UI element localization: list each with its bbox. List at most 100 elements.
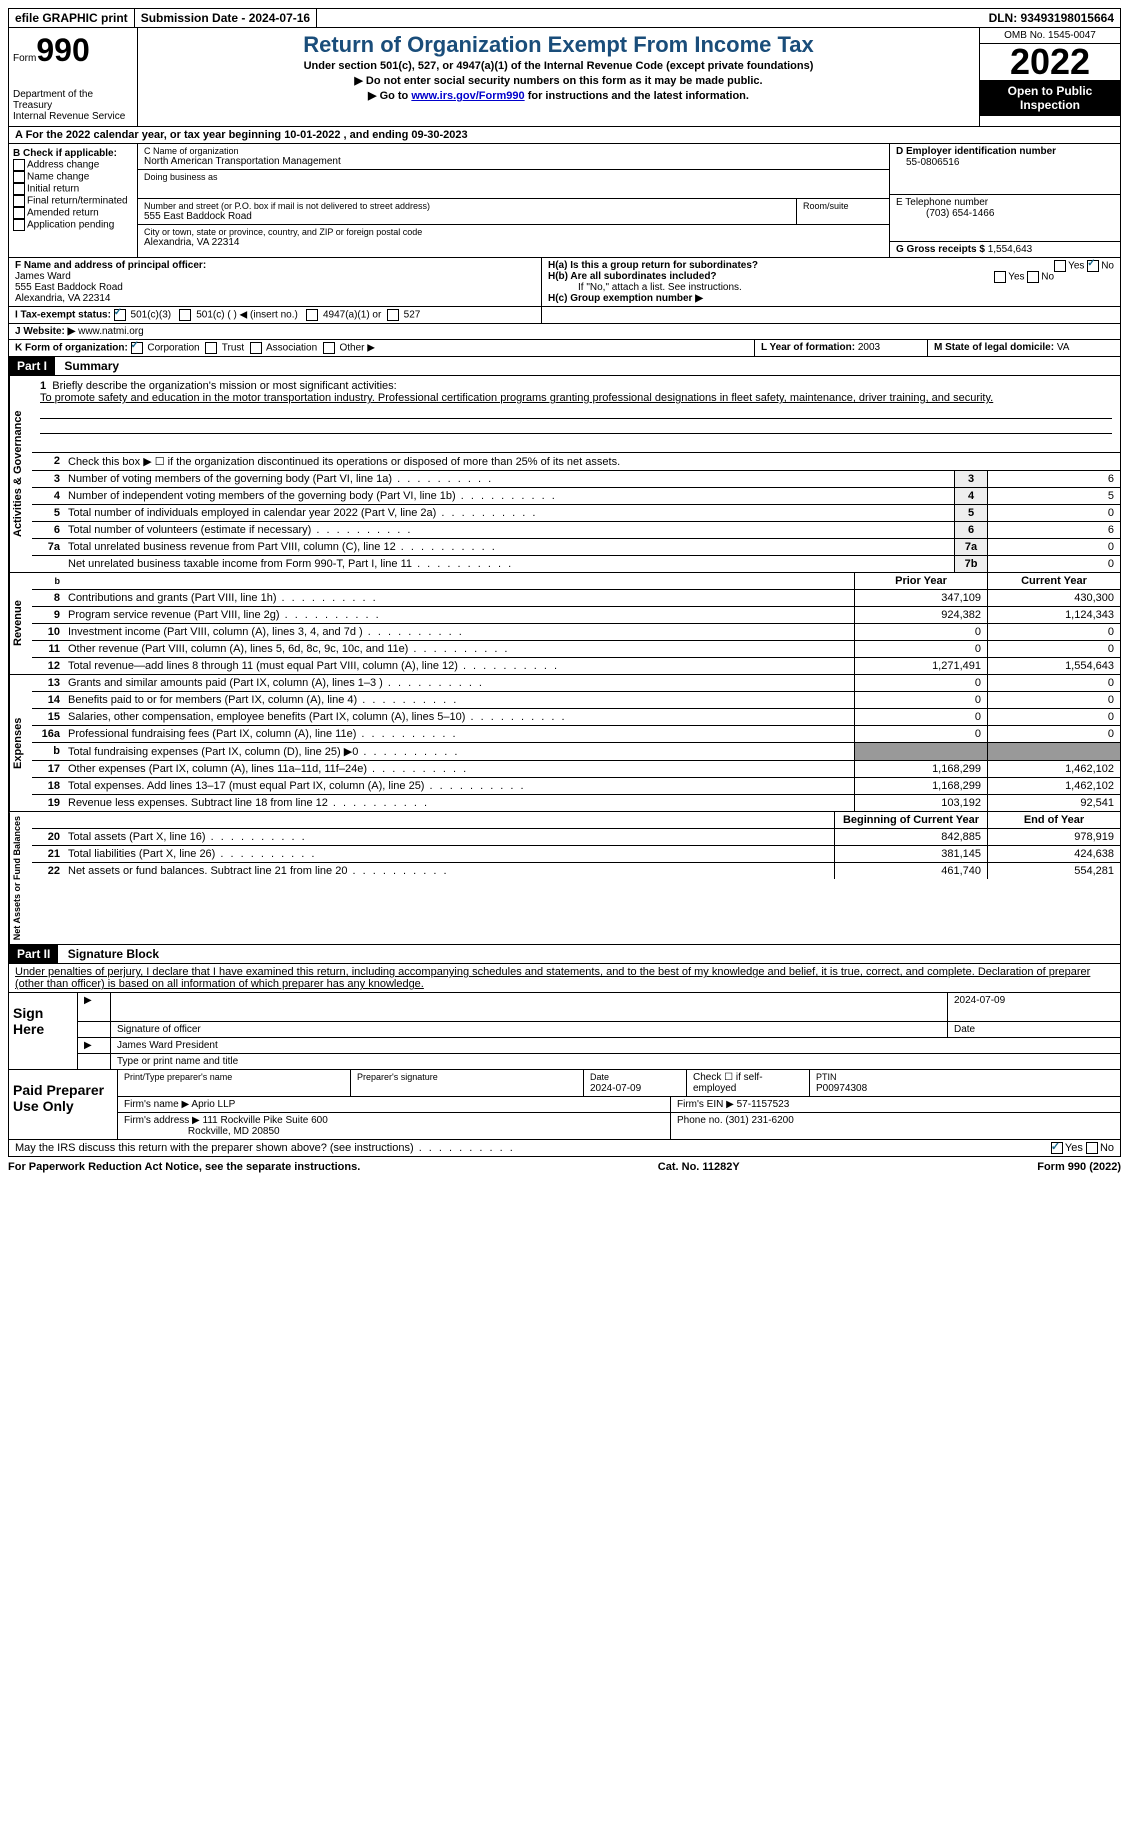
exp-13-prior: 0 [854, 675, 987, 691]
mission-block: 1 Briefly describe the organization's mi… [32, 376, 1120, 453]
line-3-text: Number of voting members of the governin… [64, 471, 954, 487]
hb-note: If "No," attach a list. See instructions… [548, 282, 1114, 293]
rev-10-prior: 0 [854, 624, 987, 640]
org-name: North American Transportation Management [144, 156, 883, 167]
ha-yes-checkbox[interactable] [1054, 260, 1066, 272]
part2-header: Part II Signature Block [8, 945, 1121, 964]
line-6-val: 6 [987, 522, 1120, 538]
addr-change-checkbox[interactable] [13, 159, 25, 171]
exp-b-prior [854, 743, 987, 760]
rev-10-text: Investment income (Part VIII, column (A)… [64, 624, 854, 640]
hb-label: H(b) Are all subordinates included? [548, 271, 717, 282]
net-21-text: Total liabilities (Part X, line 26) [64, 846, 834, 862]
part2-title: Signature Block [62, 945, 165, 963]
declaration-text: Under penalties of perjury, I declare th… [8, 964, 1121, 993]
amended-checkbox[interactable] [13, 207, 25, 219]
final-return-checkbox[interactable] [13, 195, 25, 207]
exp-14-curr: 0 [987, 692, 1120, 708]
sig-officer-label: Signature of officer [111, 1022, 948, 1037]
top-bar: efile GRAPHIC print Submission Date - 20… [8, 8, 1121, 28]
firm-phone: (301) 231-6200 [725, 1115, 793, 1126]
subtitle-1: Under section 501(c), 527, or 4947(a)(1)… [142, 60, 975, 72]
rev-9-curr: 1,124,343 [987, 607, 1120, 623]
part1-label: Part I [9, 357, 55, 375]
pending-checkbox[interactable] [13, 219, 25, 231]
exp-15-prior: 0 [854, 709, 987, 725]
rev-12-text: Total revenue—add lines 8 through 11 (mu… [64, 658, 854, 674]
officer-addr1: 555 East Baddock Road [15, 282, 535, 293]
rev-12-prior: 1,271,491 [854, 658, 987, 674]
phone-label: E Telephone number [896, 197, 1114, 208]
dept-treasury: Department of the Treasury [13, 89, 133, 111]
exp-16a-curr: 0 [987, 726, 1120, 742]
activities-governance-section: Activities & Governance 1 Briefly descri… [8, 376, 1121, 573]
line-6-text: Total number of volunteers (estimate if … [64, 522, 954, 538]
firm-ein: 57-1157523 [737, 1099, 790, 1110]
rev-9-prior: 924,382 [854, 607, 987, 623]
line-7b-val: 0 [987, 556, 1120, 572]
exp-14-text: Benefits paid to or for members (Part IX… [64, 692, 854, 708]
hb-yes-checkbox[interactable] [994, 271, 1006, 283]
other-checkbox[interactable] [323, 342, 335, 354]
gross-value: 1,554,643 [988, 244, 1033, 255]
corp-checkbox[interactable] [131, 342, 143, 354]
527-checkbox[interactable] [387, 309, 399, 321]
line-4-val: 5 [987, 488, 1120, 504]
501c-checkbox[interactable] [179, 309, 191, 321]
ha-no-checkbox[interactable] [1087, 260, 1099, 272]
part1-title: Summary [58, 357, 125, 375]
exp-17-curr: 1,462,102 [987, 761, 1120, 777]
exp-19-curr: 92,541 [987, 795, 1120, 811]
name-change-checkbox[interactable] [13, 171, 25, 183]
ptin-value: P00974308 [816, 1083, 867, 1094]
section-d-col: D Employer identification number 55-0806… [890, 144, 1120, 257]
arrow-icon: ▶ [78, 993, 111, 1021]
line2-text: Check this box ▶ ☐ if the organization d… [64, 453, 1120, 470]
formorg-label: K Form of organization: [15, 343, 128, 354]
submission-date: Submission Date - 2024-07-16 [135, 9, 317, 27]
discuss-no-checkbox[interactable] [1086, 1142, 1098, 1154]
discuss-yes-checkbox[interactable] [1051, 1142, 1063, 1154]
initial-return-checkbox[interactable] [13, 183, 25, 195]
firm-addr1: 111 Rockville Pike Suite 600 [203, 1115, 328, 1126]
net-21-curr: 424,638 [987, 846, 1120, 862]
rev-9-text: Program service revenue (Part VIII, line… [64, 607, 854, 623]
phone-value: (703) 654-1466 [896, 208, 1114, 219]
room-label: Room/suite [797, 199, 889, 224]
dln: DLN: 93493198015664 [983, 9, 1120, 27]
trust-checkbox[interactable] [205, 342, 217, 354]
footer-right: Form 990 (2022) [1037, 1161, 1121, 1173]
501c3-checkbox[interactable] [114, 309, 126, 321]
efile-link[interactable]: efile GRAPHIC print [9, 9, 135, 27]
sign-here-label: Sign Here [9, 993, 78, 1069]
discuss-row: May the IRS discuss this return with the… [8, 1140, 1121, 1157]
line-5-val: 0 [987, 505, 1120, 521]
ein-value: 55-0806516 [896, 157, 1114, 168]
rev-8-prior: 347,109 [854, 590, 987, 606]
prep-date: 2024-07-09 [590, 1083, 641, 1094]
hb-no-checkbox[interactable] [1027, 271, 1039, 283]
street-address: 555 East Baddock Road [144, 211, 790, 222]
assoc-checkbox[interactable] [250, 342, 262, 354]
self-employed-check[interactable]: Check ☐ if self-employed [687, 1070, 810, 1096]
irs-link[interactable]: www.irs.gov/Form990 [411, 90, 524, 102]
net-20-curr: 978,919 [987, 829, 1120, 845]
preparer-label: Paid Preparer Use Only [9, 1070, 118, 1139]
website-url[interactable]: www.natmi.org [78, 326, 144, 337]
city-state-zip: Alexandria, VA 22314 [144, 237, 883, 248]
city-label: City or town, state or province, country… [144, 227, 883, 237]
footer-left: For Paperwork Reduction Act Notice, see … [8, 1161, 360, 1173]
exp-13-text: Grants and similar amounts paid (Part IX… [64, 675, 854, 691]
website-row: J Website: ▶ www.natmi.org [8, 324, 1121, 340]
line-7a-val: 0 [987, 539, 1120, 555]
exp-13-curr: 0 [987, 675, 1120, 691]
subtitle-3: ▶ Go to www.irs.gov/Form990 for instruct… [142, 89, 975, 102]
state-domicile: VA [1057, 342, 1070, 353]
firm-name: Aprio LLP [191, 1099, 235, 1110]
paid-preparer-section: Paid Preparer Use Only Print/Type prepar… [8, 1070, 1121, 1140]
part2-label: Part II [9, 945, 58, 963]
section-c-col: C Name of organization North American Tr… [138, 144, 890, 257]
date-label: Date [948, 1022, 1120, 1037]
4947-checkbox[interactable] [306, 309, 318, 321]
line-5-text: Total number of individuals employed in … [64, 505, 954, 521]
